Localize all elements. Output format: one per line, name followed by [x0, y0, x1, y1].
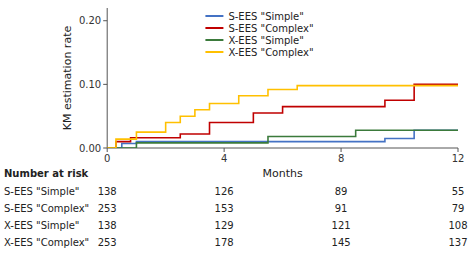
x-tick — [107, 148, 108, 152]
y-tick-label: 0.10 — [79, 79, 101, 90]
risk-value: 121 — [332, 220, 351, 231]
y-tick — [103, 20, 107, 21]
series-line — [107, 84, 458, 148]
risk-row-label: X-EES "Complex" — [4, 237, 89, 248]
risk-value: 91 — [335, 203, 348, 214]
x-axis-label: Months — [262, 167, 302, 180]
y-axis-label: KM estimation rate — [61, 26, 74, 131]
risk-value: 138 — [98, 220, 117, 231]
risk-value: 108 — [448, 220, 467, 231]
risk-value: 129 — [215, 220, 234, 231]
y-tick-label: 0.20 — [79, 15, 101, 26]
risk-table: 138 126 89 55 253 153 91 79 138 129 121 108 253 178 14… — [98, 186, 468, 248]
x-tick-label: 12 — [452, 153, 465, 164]
risk-header: Number at risk — [4, 168, 89, 179]
risk-value: 178 — [215, 237, 234, 248]
x-axis-line — [107, 148, 458, 149]
risk-value: 137 — [448, 237, 467, 248]
y-tick — [103, 84, 107, 85]
x-tick — [458, 148, 459, 152]
legend-swatch — [205, 15, 223, 17]
risk-value: 89 — [335, 186, 348, 197]
legend-entry: S-EES "Complex" — [228, 23, 313, 34]
risk-value: 55 — [452, 186, 465, 197]
x-tick-label: 8 — [338, 153, 344, 164]
legend-entry: S-EES "Simple" — [228, 11, 303, 22]
legend: S-EES "Simple"S-EES "Complex"X-EES "Simp… — [205, 11, 313, 58]
axes: 0.00 0.10 0.20 0 4 8 12 — [79, 8, 464, 164]
risk-value: 126 — [215, 186, 234, 197]
x-tick — [224, 148, 225, 152]
legend-swatch — [205, 27, 223, 29]
risk-row-label: S-EES "Complex" — [4, 203, 89, 214]
risk-value: 79 — [452, 203, 465, 214]
risk-value: 153 — [215, 203, 234, 214]
legend-entry: X-EES "Simple" — [228, 35, 303, 46]
series-line — [107, 86, 458, 148]
y-tick — [103, 148, 107, 149]
x-tick-label: 0 — [104, 153, 110, 164]
chart: S-EES "Simple"S-EES "Complex"X-EES "Simp… — [0, 0, 474, 272]
y-tick-label: 0.00 — [79, 143, 101, 154]
risk-value: 253 — [98, 237, 117, 248]
legend-swatch — [205, 51, 223, 53]
risk-value: 253 — [98, 203, 117, 214]
risk-row-label: S-EES "Simple" — [4, 186, 79, 197]
legend-entry: X-EES "Complex" — [228, 47, 313, 58]
x-tick-label: 4 — [221, 153, 227, 164]
legend-swatch — [205, 39, 223, 41]
y-axis-line — [107, 8, 108, 148]
plot-area — [107, 84, 458, 148]
risk-value: 138 — [98, 186, 117, 197]
risk-value: 145 — [332, 237, 351, 248]
x-tick — [341, 148, 342, 152]
risk-row-label: X-EES "Simple" — [4, 220, 79, 231]
